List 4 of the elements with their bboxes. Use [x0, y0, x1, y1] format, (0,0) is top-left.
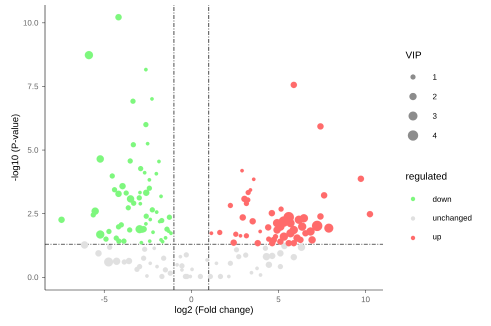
- y-axis-title: -log10 (P-value): [11, 114, 20, 181]
- text: VIP: [406, 52, 422, 58]
- x-axis-title: log2 (Fold change): [175, 306, 253, 315]
- legend-title: regulated: [406, 172, 446, 182]
